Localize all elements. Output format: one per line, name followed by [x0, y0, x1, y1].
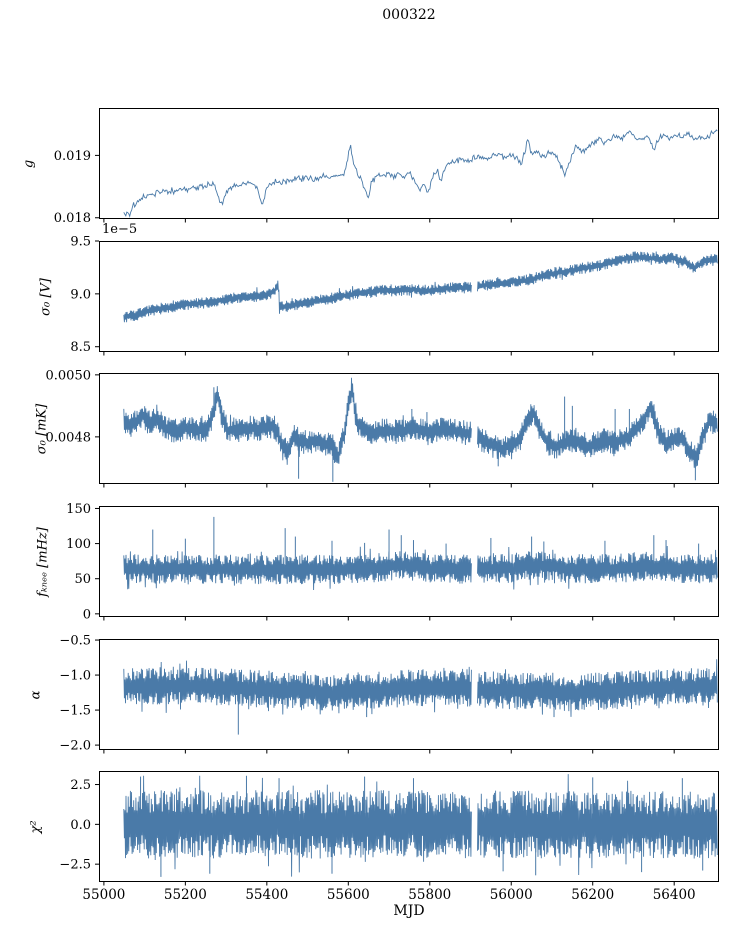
- panel-4: 0 50 100 150: [66, 502, 719, 622]
- x-tick-label: 56200: [571, 887, 614, 903]
- y-tick-label: −0.5: [59, 633, 91, 648]
- data-series: [123, 774, 718, 877]
- data-series: [123, 377, 718, 469]
- axes-frame: [99, 639, 719, 750]
- y-axis-label-5: α: [28, 690, 44, 699]
- x-tick-label: 56400: [653, 887, 696, 903]
- x-tick-label: 55600: [327, 887, 370, 903]
- y-tick-label: 2.5: [70, 778, 91, 793]
- y-tick-label: −2.5: [59, 858, 91, 873]
- y-tick-label: 9.0: [70, 287, 91, 302]
- y-tick-label: −2.0: [59, 739, 91, 754]
- x-tick-label: 55200: [164, 887, 207, 903]
- axes-frame: [99, 241, 719, 352]
- y-tick-label: 0: [83, 607, 91, 622]
- panel-2: 8.5 9.0 9.5: [70, 234, 719, 356]
- y-axis-label-1: g: [21, 159, 37, 168]
- x-tick-label: 55000: [82, 887, 125, 903]
- data-series: [123, 659, 718, 717]
- y-tick-label: −1.5: [59, 704, 91, 719]
- y-tick-label: −1.0: [59, 668, 91, 683]
- y-tick-label: 150: [66, 502, 91, 517]
- y-axis-label-6: χ²: [28, 819, 44, 834]
- panel-1: 0.018 0.019: [54, 108, 719, 226]
- y-axis-label-3: σ₀ [mK]: [34, 403, 50, 454]
- y-tick-label: 8.5: [70, 340, 91, 355]
- data-series: [123, 545, 718, 591]
- axes-frame: [99, 373, 719, 484]
- y-axis-label-2: σ₀ [V]: [38, 277, 54, 316]
- axis-offset-text: 1e−5: [102, 222, 138, 237]
- axes-frame: [99, 108, 719, 219]
- panel-6: −2.5 0.0 2.5 55000 55200 55400 55600 55800 56000…: [59, 771, 719, 903]
- panel-5: −2.0 −1.5 −1.0 −0.5: [59, 633, 719, 754]
- y-tick-label: 100: [66, 537, 91, 552]
- y-tick-label: 0.0048: [46, 430, 92, 445]
- data-series: [123, 251, 718, 323]
- axes-frame: [99, 771, 719, 882]
- x-tick-label: 56000: [490, 887, 533, 903]
- axes-frame: [99, 506, 719, 617]
- y-tick-label: 50: [74, 572, 91, 587]
- y-tick-label: 0.019: [54, 149, 91, 164]
- x-axis-label: MJD: [393, 903, 425, 919]
- y-tick-label: 0.018: [54, 211, 91, 226]
- y-tick-label: 9.5: [70, 234, 91, 249]
- y-axis-label-4: fₖₙₑₑ [mHz]: [35, 526, 51, 597]
- x-tick-label: 55400: [245, 887, 288, 903]
- y-tick-label: 0.0: [70, 818, 91, 833]
- y-tick-label: 0.0050: [46, 368, 92, 383]
- panel-3: 0.0048 0.0050: [46, 368, 719, 488]
- x-tick-label: 55800: [408, 887, 451, 903]
- figure-title: 000322: [382, 7, 436, 23]
- data-series: [123, 129, 718, 218]
